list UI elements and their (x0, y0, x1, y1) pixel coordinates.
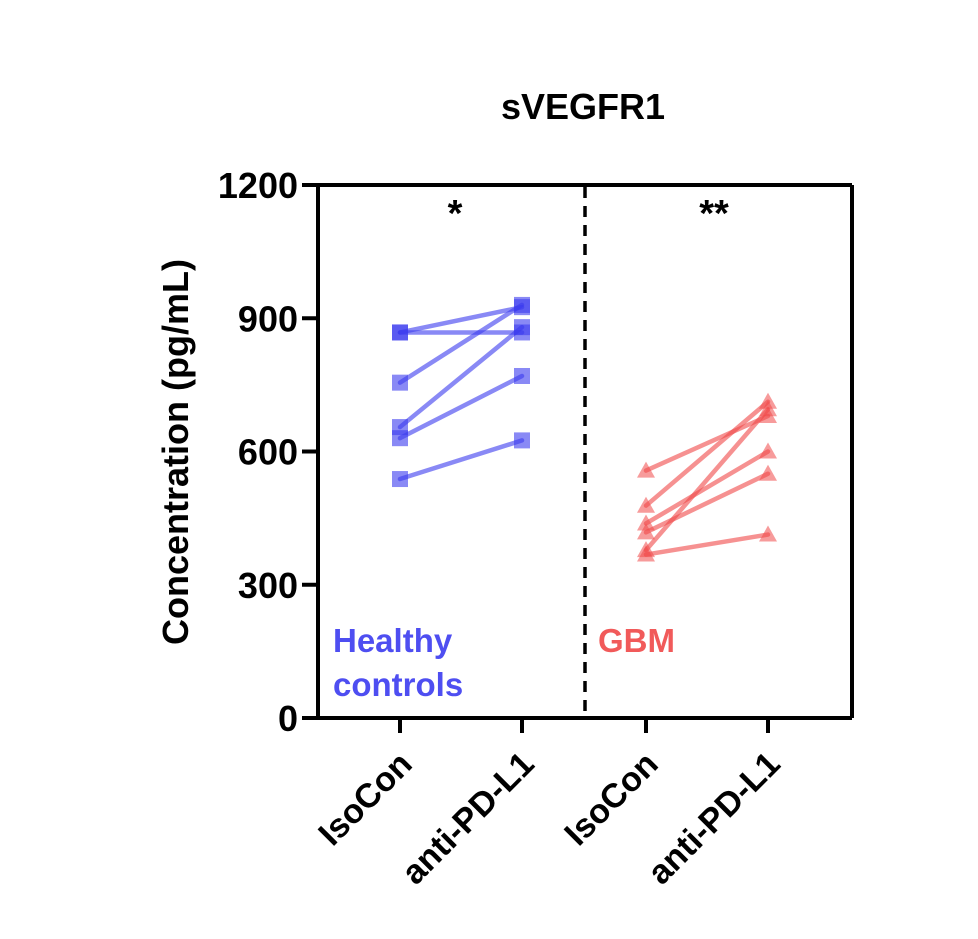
group-label: controls (333, 666, 463, 703)
x-tick-label: IsoCon (311, 745, 419, 853)
pair-line (397, 373, 525, 441)
data-point-square (514, 324, 530, 341)
data-point-triangle (759, 525, 777, 542)
annotation-layer: * Healthy controls ** GBM (333, 193, 729, 703)
pair-line (397, 302, 525, 385)
group-label: Healthy (333, 622, 453, 659)
group-label: GBM (598, 622, 675, 659)
y-axis-label: Concentration (pg/mL) (155, 259, 196, 645)
pair-line (643, 471, 771, 535)
data-point-square (392, 471, 408, 488)
data-point-triangle (759, 400, 777, 417)
data-point-square (392, 374, 408, 391)
pair-line (397, 324, 525, 430)
data-point-triangle (637, 514, 655, 531)
pair-line (643, 413, 771, 473)
series-gbm (637, 392, 777, 562)
pair-line (643, 449, 771, 526)
data-point-square (514, 367, 530, 384)
pair-line (643, 532, 771, 557)
data-point-square (514, 432, 530, 449)
y-tick-label: 300 (238, 565, 298, 606)
significance-marker: * (448, 193, 463, 235)
y-tick-label: 600 (238, 432, 298, 473)
series-layer (392, 296, 777, 562)
pair-line (397, 438, 525, 482)
data-point-triangle (637, 545, 655, 562)
series-healthy-controls (392, 296, 530, 488)
x-tick-label: anti-PD-L1 (641, 745, 788, 892)
pair-line (397, 304, 525, 335)
data-point-triangle (637, 496, 655, 513)
data-point-triangle (759, 464, 777, 481)
data-point-triangle (637, 523, 655, 540)
y-tick-label: 1200 (218, 165, 298, 206)
data-point-square (514, 296, 530, 313)
data-point-square (392, 324, 408, 341)
y-tick-label: 0 (278, 698, 298, 739)
pair-line (643, 399, 771, 508)
data-point-square (392, 430, 408, 447)
significance-marker: ** (699, 193, 729, 235)
x-tick-label: anti-PD-L1 (395, 745, 542, 892)
y-tick-label: 900 (238, 298, 298, 339)
pair-line (643, 407, 771, 553)
chart-title: sVEGFR1 (501, 86, 665, 127)
y-axis: 0 300 600 900 1200 (218, 165, 318, 739)
data-point-triangle (637, 461, 655, 478)
data-point-triangle (759, 442, 777, 459)
x-tick-label: IsoCon (557, 745, 665, 853)
